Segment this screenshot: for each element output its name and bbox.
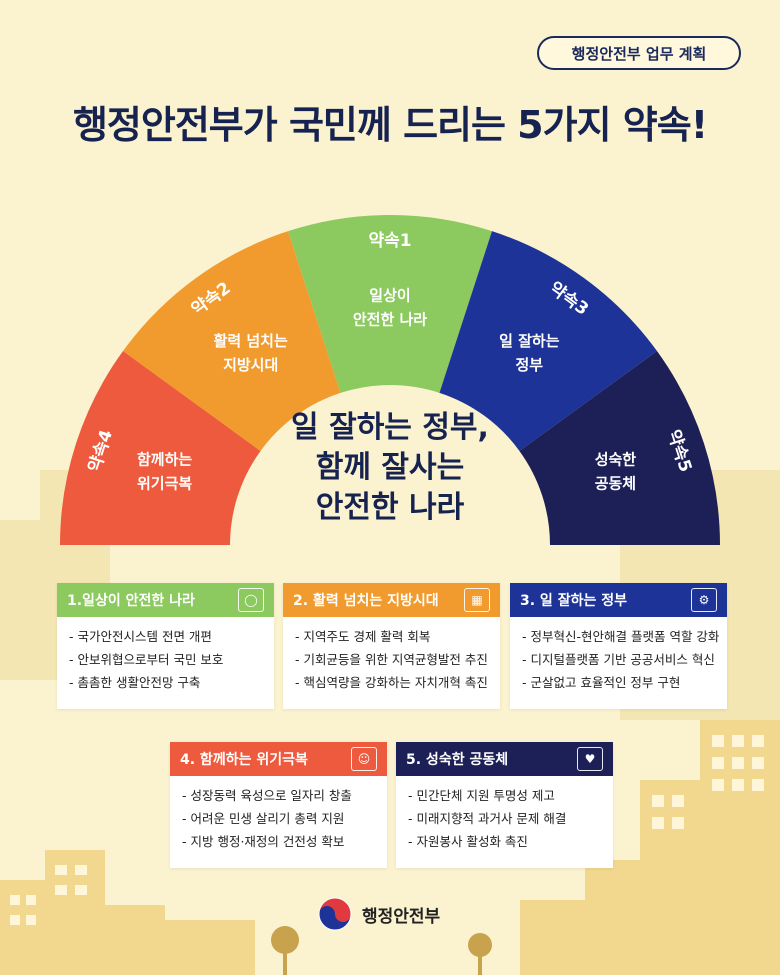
promise-text-4: 일 잘하는 <box>499 332 560 350</box>
promise-card-2: 2. 활력 넘치는 지방시대 ▦ - 지역주도 경제 활력 회복 - 기회균등을… <box>283 583 500 709</box>
center-slogan: 일 잘하는 정부, 함께 잘사는 안전한 나라 <box>240 408 540 528</box>
promise-text-3: 안전한 나라 <box>353 311 427 329</box>
hands-icon: ♥ <box>577 747 603 771</box>
list-item: - 지방 행정·재정의 건전성 확보 <box>182 834 345 849</box>
taegeuk-logo-icon <box>318 897 352 931</box>
promise-badge-3: 약속1 <box>368 230 411 251</box>
list-item: - 군살없고 효율적인 정부 구현 <box>522 675 681 690</box>
card-header: 2. 활력 넘치는 지방시대 ▦ <box>283 583 500 617</box>
card-header: 5. 성숙한 공동체 ♥ <box>396 742 613 776</box>
promise-text-4: 정부 <box>516 356 544 374</box>
card-title: 5. 성숙한 공동체 <box>406 752 509 768</box>
list-item: - 성장동력 육성으로 일자리 창출 <box>182 788 352 803</box>
slogan-line-2: 함께 잘사는 <box>315 450 465 485</box>
promise-segment-3 <box>288 215 492 393</box>
card-header: 1.일상이 안전한 나라 ◯ <box>57 583 274 617</box>
promise-segment-4 <box>439 231 657 451</box>
card-header: 3. 일 잘하는 정부 ⚙ <box>510 583 727 617</box>
page-title: 행정안전부가 국민께 드리는 5가지 약속! <box>72 103 708 147</box>
list-item: - 안보위협으로부터 국민 보호 <box>69 652 224 667</box>
slogan-line-1: 일 잘하는 정부, <box>291 410 489 445</box>
gear-icon: ⚙ <box>691 588 717 612</box>
people-icon: ☺ <box>351 747 377 771</box>
list-item: - 자원봉사 활성화 촉진 <box>408 834 528 849</box>
list-item: - 정부혁신-현안해결 플랫폼 역할 강화 <box>522 629 720 644</box>
list-item: - 핵심역량을 강화하는 자치개혁 촉진 <box>295 675 488 690</box>
promise-text-5: 성숙한 <box>595 450 637 468</box>
promise-segment-5 <box>519 351 720 545</box>
list-item: - 디지털플랫폼 기반 공공서비스 혁신 <box>522 652 715 667</box>
slogan-line-3: 안전한 나라 <box>315 490 465 525</box>
ministry-logo: 행정안전부 <box>318 897 440 931</box>
promise-text-1: 위기극복 <box>137 474 192 492</box>
ministry-name: 행정안전부 <box>362 906 441 927</box>
list-item: - 민간단체 지원 투명성 제고 <box>408 788 555 803</box>
list-item: - 촘촘한 생활안전망 구축 <box>69 675 201 690</box>
list-item: - 미래지향적 과거사 문제 해결 <box>408 811 567 826</box>
list-item: - 지역주도 경제 활력 회복 <box>295 629 431 644</box>
list-item: - 국가안전시스템 전면 개편 <box>69 629 212 644</box>
card-title: 3. 일 잘하는 정부 <box>520 593 627 609</box>
shield-icon: ◯ <box>238 588 264 612</box>
promise-text-2: 활력 넘치는 <box>214 332 288 350</box>
promise-card-4: 4. 함께하는 위기극복 ☺ - 성장동력 육성으로 일자리 창출 - 어려운 … <box>170 742 387 868</box>
header-tag: 행정안전부 업무 계획 <box>537 36 741 70</box>
card-title: 1.일상이 안전한 나라 <box>67 593 195 609</box>
card-title: 4. 함께하는 위기극복 <box>180 752 308 768</box>
promise-text-1: 함께하는 <box>137 450 192 468</box>
promise-segment-1 <box>60 351 261 545</box>
promise-text-3: 일상이 <box>369 287 410 305</box>
promise-card-3: 3. 일 잘하는 정부 ⚙ - 정부혁신-현안해결 플랫폼 역할 강화 - 디지… <box>510 583 727 709</box>
promise-segment-2 <box>123 231 341 451</box>
promise-card-5: 5. 성숙한 공동체 ♥ - 민간단체 지원 투명성 제고 - 미래지향적 과거… <box>396 742 613 868</box>
card-title: 2. 활력 넘치는 지방시대 <box>293 593 439 609</box>
card-header: 4. 함께하는 위기극복 ☺ <box>170 742 387 776</box>
promise-card-1: 1.일상이 안전한 나라 ◯ - 국가안전시스템 전면 개편 - 안보위협으로부… <box>57 583 274 709</box>
promise-text-5: 공동체 <box>595 474 636 492</box>
promise-text-2: 지방시대 <box>223 356 278 374</box>
list-item: - 어려운 민생 살리기 총력 지원 <box>182 811 345 826</box>
city-icon: ▦ <box>464 588 490 612</box>
list-item: - 기회균등을 위한 지역균형발전 추진 <box>295 652 488 667</box>
